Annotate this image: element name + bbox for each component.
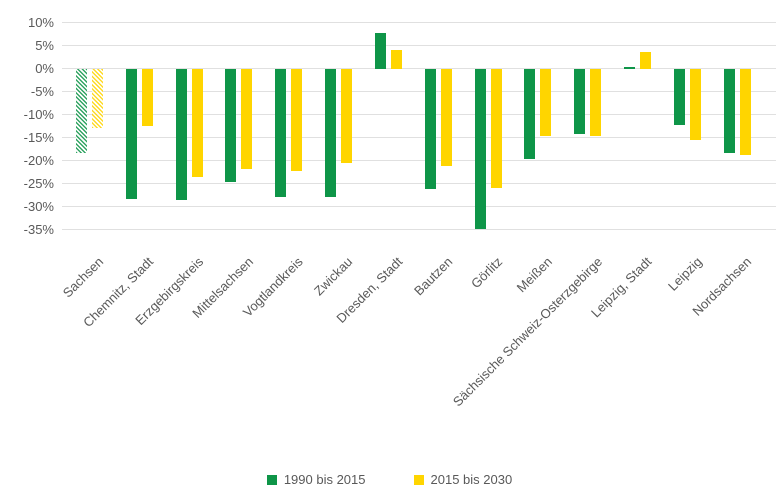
bar-series1-7 xyxy=(424,68,436,190)
bar-series1-13 xyxy=(723,68,735,154)
y-axis-tick-label: -5% xyxy=(30,83,54,99)
bar-series1-1 xyxy=(125,68,137,199)
bar-series2-6 xyxy=(390,49,402,69)
gridline xyxy=(62,229,776,231)
gridline xyxy=(62,114,776,116)
bar-series2-12 xyxy=(689,68,701,140)
gridline xyxy=(62,137,776,139)
bar-series2-1 xyxy=(141,68,153,126)
y-axis-tick-label: -15% xyxy=(23,129,54,145)
y-axis-tick-label: -10% xyxy=(23,106,54,122)
bar-series2-8 xyxy=(490,68,502,188)
bar-series1-5 xyxy=(325,68,337,198)
bar-series2-5 xyxy=(341,68,353,163)
bar-series1-0 xyxy=(76,68,87,154)
category-label: Görlitz xyxy=(468,254,506,292)
bar-series1-9 xyxy=(524,68,536,159)
y-axis-tick-label: -25% xyxy=(23,175,54,191)
y-axis-tick-label: -35% xyxy=(23,221,54,237)
category-label: Zwickau xyxy=(311,254,356,299)
legend-swatch-icon xyxy=(413,475,424,485)
bar-series2-11 xyxy=(640,52,652,69)
y-axis-tick-label: 0% xyxy=(35,60,54,76)
bar-series1-6 xyxy=(374,33,386,69)
legend: 1990 bis 2015 2015 bis 2030 xyxy=(0,472,779,488)
legend-item: 2015 bis 2030 xyxy=(413,472,513,488)
gridline xyxy=(62,206,776,208)
bar-series2-13 xyxy=(739,68,751,156)
category-label: Sachsen xyxy=(60,254,107,301)
bar-series1-11 xyxy=(624,66,636,69)
y-axis-tick-label: -20% xyxy=(23,152,54,168)
bar-series1-3 xyxy=(225,68,237,182)
y-axis-tick-label: 10% xyxy=(27,14,54,30)
gridline xyxy=(62,160,776,162)
y-axis-tick-label: 5% xyxy=(35,37,54,53)
category-label: Leipzig xyxy=(664,254,705,294)
bar-series1-2 xyxy=(175,68,187,200)
category-label: Bautzen xyxy=(411,254,456,299)
bar-series1-12 xyxy=(673,68,685,125)
gridline xyxy=(62,22,776,24)
category-label: Meißen xyxy=(513,254,556,296)
legend-item: 1990 bis 2015 xyxy=(266,472,366,488)
gridline xyxy=(62,68,776,70)
legend-label: 2015 bis 2030 xyxy=(430,472,513,487)
bar-series2-9 xyxy=(540,68,552,136)
bar-series2-4 xyxy=(291,68,303,172)
bar-series1-10 xyxy=(574,68,586,135)
y-axis-tick-label: -30% xyxy=(23,198,54,214)
bar-series1-4 xyxy=(275,68,287,198)
gridline xyxy=(62,91,776,93)
bar-series2-0 xyxy=(92,68,103,129)
bar-series2-10 xyxy=(590,68,602,136)
bar-series1-8 xyxy=(474,68,486,229)
bar-series2-7 xyxy=(440,68,452,166)
legend-label: 1990 bis 2015 xyxy=(283,472,366,487)
gridline xyxy=(62,45,776,47)
gridline xyxy=(62,183,776,185)
legend-swatch-icon xyxy=(266,475,277,485)
bar-series2-2 xyxy=(191,68,203,178)
bar-series2-3 xyxy=(241,68,253,169)
